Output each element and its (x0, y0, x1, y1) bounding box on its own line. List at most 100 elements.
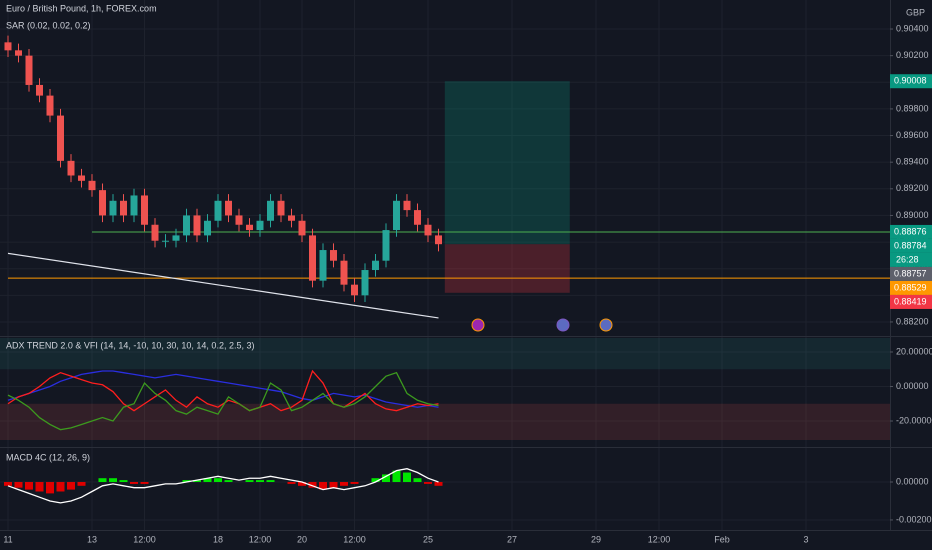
candle-body (78, 175, 85, 181)
x-tick-label: 13 (87, 534, 97, 544)
stop-zone (444, 244, 570, 293)
histogram-bar (25, 482, 33, 490)
indicator-title: SAR (0.02, 0.02, 0.2) (6, 20, 91, 30)
countdown: 26:28 (896, 254, 919, 264)
candle-body (130, 195, 138, 216)
x-tick-label: 20 (297, 534, 307, 544)
candle-body (256, 220, 264, 231)
x-tick-label: 25 (423, 534, 433, 544)
histogram-bar (14, 482, 23, 488)
candle-body (267, 200, 274, 221)
candle-body (414, 210, 421, 225)
candle-body (183, 215, 190, 236)
candle-body (25, 55, 33, 85)
histogram-bar (371, 478, 380, 483)
histogram-bar (245, 480, 254, 483)
candle-body (424, 224, 432, 236)
candle-body (141, 195, 148, 225)
y-tick-label: 0.90200 (896, 50, 929, 60)
candle-body (382, 230, 390, 261)
candle-body (298, 220, 306, 236)
series-line (7, 371, 439, 431)
candle-body (214, 200, 222, 221)
histogram-bar (319, 482, 327, 490)
histogram-bar (56, 482, 65, 492)
histogram-bar (340, 482, 348, 486)
candle-body (393, 200, 400, 231)
histogram-bar (203, 478, 212, 483)
trend-line (7, 252, 439, 319)
x-tick-label: Feb (714, 534, 730, 544)
y-tick-label: 0.89600 (896, 130, 929, 140)
countdown-box (890, 252, 932, 267)
candle-body (330, 250, 337, 261)
candle-body (340, 260, 348, 285)
plot (0, 35, 890, 504)
x-tick-label: 29 (591, 534, 601, 544)
candle-body (67, 160, 75, 176)
y-tick-label: 0.89400 (896, 157, 929, 167)
histogram-bar (392, 470, 401, 483)
price-tag-label: 0.88784 (894, 240, 927, 250)
histogram-bar (67, 482, 75, 490)
price-tag-label: 0.88757 (894, 268, 927, 278)
event-icon[interactable] (599, 318, 613, 332)
price-tag (890, 224, 932, 239)
macd-line (7, 468, 439, 504)
y-tick-label: -0.00200 (896, 514, 932, 524)
candle-body (109, 200, 117, 216)
histogram-bar (403, 472, 411, 483)
histogram-bar (266, 480, 275, 483)
price-tag (890, 74, 932, 89)
histogram-bar (46, 482, 54, 494)
histogram-bar (287, 482, 296, 484)
price-tag (890, 266, 932, 281)
x-tick-label: 12:00 (343, 534, 366, 544)
upper-zone (0, 338, 890, 370)
candle-body (36, 84, 43, 96)
y-tick-label: 0.00000 (896, 381, 929, 391)
histogram-bar (413, 478, 422, 483)
histogram-bar (109, 478, 117, 483)
histogram-bar (329, 482, 338, 488)
price-tag (890, 280, 932, 295)
histogram-bar (214, 478, 222, 483)
candle-body (4, 42, 12, 51)
event-icon[interactable] (471, 318, 485, 332)
indicator-title: MACD 4C (12, 26, 9) (6, 452, 90, 462)
histogram-bar (182, 480, 191, 483)
candle-body (309, 235, 316, 281)
event-icon[interactable] (556, 318, 570, 332)
histogram-bar (350, 482, 359, 484)
histogram-bar (98, 478, 107, 483)
candle-body (15, 50, 22, 56)
candle-body (403, 200, 411, 211)
x-tick-label: 27 (507, 534, 517, 544)
histogram-bar (298, 482, 306, 486)
y-tick-label: 0.89200 (896, 183, 929, 193)
histogram-bar (424, 482, 432, 484)
x-tick-label: 12:00 (648, 534, 671, 544)
indicator-title: ADX TREND 2.0 & VFI (14, 14, -10, 10, 30… (6, 340, 254, 350)
candle-body (288, 215, 295, 221)
candle-body (372, 260, 379, 271)
candle-body (193, 215, 201, 236)
target-zone (444, 81, 570, 245)
candle-body (435, 235, 442, 245)
x-tick-label: 12:00 (133, 534, 156, 544)
candle-body (277, 200, 285, 216)
x-tick-label: 18 (213, 534, 223, 544)
grid (0, 0, 890, 530)
candle-body (151, 224, 159, 241)
histogram-bar (434, 482, 443, 486)
candle-body (319, 250, 327, 281)
price-tag-label: 0.90008 (894, 76, 927, 86)
price-tag (890, 294, 932, 309)
price-tag-label: 0.88529 (894, 282, 927, 292)
price-tag-label: 0.88419 (894, 296, 927, 306)
candle-body (351, 284, 358, 296)
y-tick-label: 0.89000 (896, 210, 929, 220)
x-tick-label: 3 (803, 534, 808, 544)
histogram-bar (193, 480, 201, 483)
histogram-bar (140, 482, 149, 484)
